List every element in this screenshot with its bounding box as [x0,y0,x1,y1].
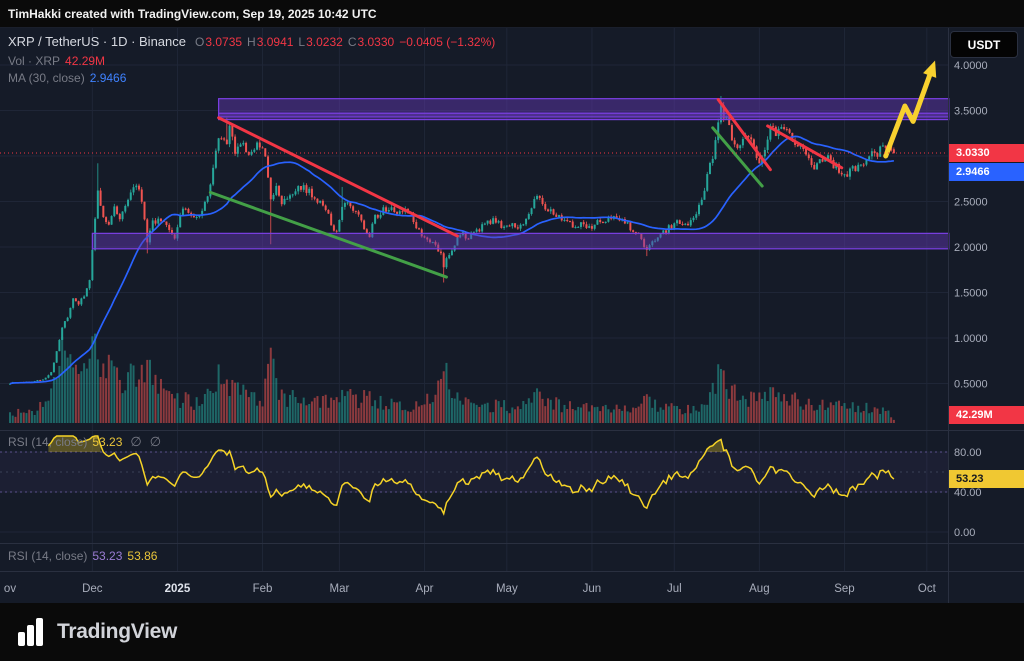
low-label: L [298,35,306,49]
close-value: 3.0330 [357,35,395,49]
svg-text:Sep: Sep [834,583,854,595]
change-value: −0.0405 (−1.32%) [399,35,496,49]
ma-legend-row: MA (30, close) 2.9466 [8,70,126,86]
svg-text:1.0000: 1.0000 [954,333,988,345]
rsi2-value-2: 53.86 [127,549,158,563]
attribution-bar: TimHakki created with TradingView.com, S… [0,0,1024,27]
tradingview-wordmark[interactable]: TradingView [57,620,178,643]
last-price-badge: 3.0330 [949,144,1024,162]
rsi-legend-row: RSI (14, close) 53.23 ∅ ∅ [8,434,161,450]
rsi2-label: RSI (14, close) [8,549,88,563]
time-axis: ov Dec 2025 Feb Mar Apr May Jun Jul Aug Sep Oct [4,583,937,595]
open-label: O [195,35,205,49]
rsi-settings-icon[interactable]: ∅ [149,434,162,449]
price-axis: 4.0000 3.5000 2.5000 2.0000 1.5000 1.0000 0.50… [954,60,988,391]
ma-label: MA (30, close) [8,71,85,85]
svg-text:4.0000: 4.0000 [954,60,988,72]
grid-layer [0,27,948,571]
volume-series [9,333,895,423]
close-label: C [347,35,357,49]
symbol-title[interactable]: XRP / TetherUS · 1D · Binance [8,34,186,49]
svg-text:2.5000: 2.5000 [954,197,988,209]
svg-text:Jul: Jul [667,583,682,595]
rsi2-value-1: 53.23 [92,549,123,563]
svg-text:Apr: Apr [416,583,434,595]
attribution-text: TimHakki created with TradingView.com, S… [8,6,377,21]
rsi-label: RSI (14, close) [8,435,88,449]
rsi-value: 53.23 [92,435,123,449]
low-value: 3.0232 [306,35,343,49]
volume-value: 42.29M [65,54,106,68]
svg-text:2025: 2025 [165,583,191,595]
high-value: 3.0941 [256,35,294,49]
svg-text:1.5000: 1.5000 [954,288,988,300]
volume-legend-row: Vol · XRP 42.29M [8,53,105,69]
rsi-hide-icon[interactable]: ∅ [130,434,142,449]
rsi-axis: 80.00 40.00 0.00 [954,447,982,539]
separators [0,27,1024,603]
svg-text:Jun: Jun [583,583,602,595]
footer-bar: TradingView [0,603,1024,661]
rsi2-legend-row: RSI (14, close) 53.23 53.86 [8,548,157,564]
svg-text:Mar: Mar [329,583,349,595]
svg-text:3.5000: 3.5000 [954,106,988,118]
volume-badge: 42.29M [949,406,1024,424]
open-value: 3.0735 [205,35,243,49]
volume-label: Vol · XRP [8,54,61,68]
rsi-series [47,435,895,516]
svg-text:0.5000: 0.5000 [954,379,988,391]
svg-text:0.00: 0.00 [954,527,975,539]
svg-text:Feb: Feb [253,583,273,595]
svg-text:40.00: 40.00 [954,487,982,499]
rsi-band-layer [0,451,948,533]
ma-line [9,135,895,385]
svg-text:Oct: Oct [918,583,937,595]
svg-text:Dec: Dec [82,583,103,595]
rsi-badge: 53.23 [949,470,1024,488]
svg-text:2.0000: 2.0000 [954,242,988,254]
high-label: H [247,35,256,49]
tradingview-logo[interactable] [16,616,46,648]
svg-text:ov: ov [4,583,16,595]
svg-text:80.00: 80.00 [954,447,982,459]
ma-price-badge: 2.9466 [949,163,1024,181]
currency-toggle-button[interactable]: USDT [950,31,1018,58]
svg-text:May: May [496,583,518,595]
svg-text:Aug: Aug [749,583,769,595]
ma-value: 2.9466 [89,71,127,85]
annotations-layer [0,60,950,279]
